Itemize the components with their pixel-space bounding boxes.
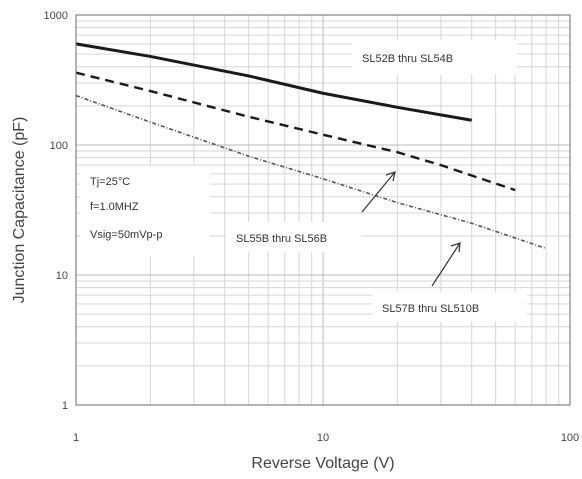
series-line-1 [75,42,472,122]
series-label-sl52b: SL52B thru SL54B [362,53,453,65]
label-bot-box [372,292,527,322]
label-top-box [352,40,517,75]
series-label-sl55b: SL55B thru SL56B [236,233,327,245]
conditions-box [80,166,210,256]
condition-signal: Vsig=50mVp-p [90,229,162,241]
x-axis-label: Reverse Voltage (V) [251,455,394,472]
y-tick-label: 10 [56,270,68,282]
y-tick-label: 1 [62,400,68,412]
plot-frame [75,14,571,406]
y-tick-label: 1000 [44,10,68,22]
series-layer [75,42,547,250]
label-mid-box [226,222,361,252]
tick-labels: 1 10 100 1 10 100 1000 [44,10,580,444]
condition-temperature: Tj=25°C [90,176,130,188]
series-line-3 [75,94,547,250]
arrow-sl55b [361,171,396,213]
condition-frequency: f=1.0MHZ [90,201,139,213]
x-tick-label: 1 [73,432,79,444]
y-tick-label: 100 [50,140,68,152]
series-line-2 [75,71,516,192]
x-tick-label: 100 [561,432,579,444]
series-label-sl57b: SL57B thru SL510B [382,303,479,315]
arrow-sl57b [431,242,461,287]
y-axis-label: Junction Capacitance (pF) [11,117,28,304]
x-tick-label: 10 [317,432,329,444]
